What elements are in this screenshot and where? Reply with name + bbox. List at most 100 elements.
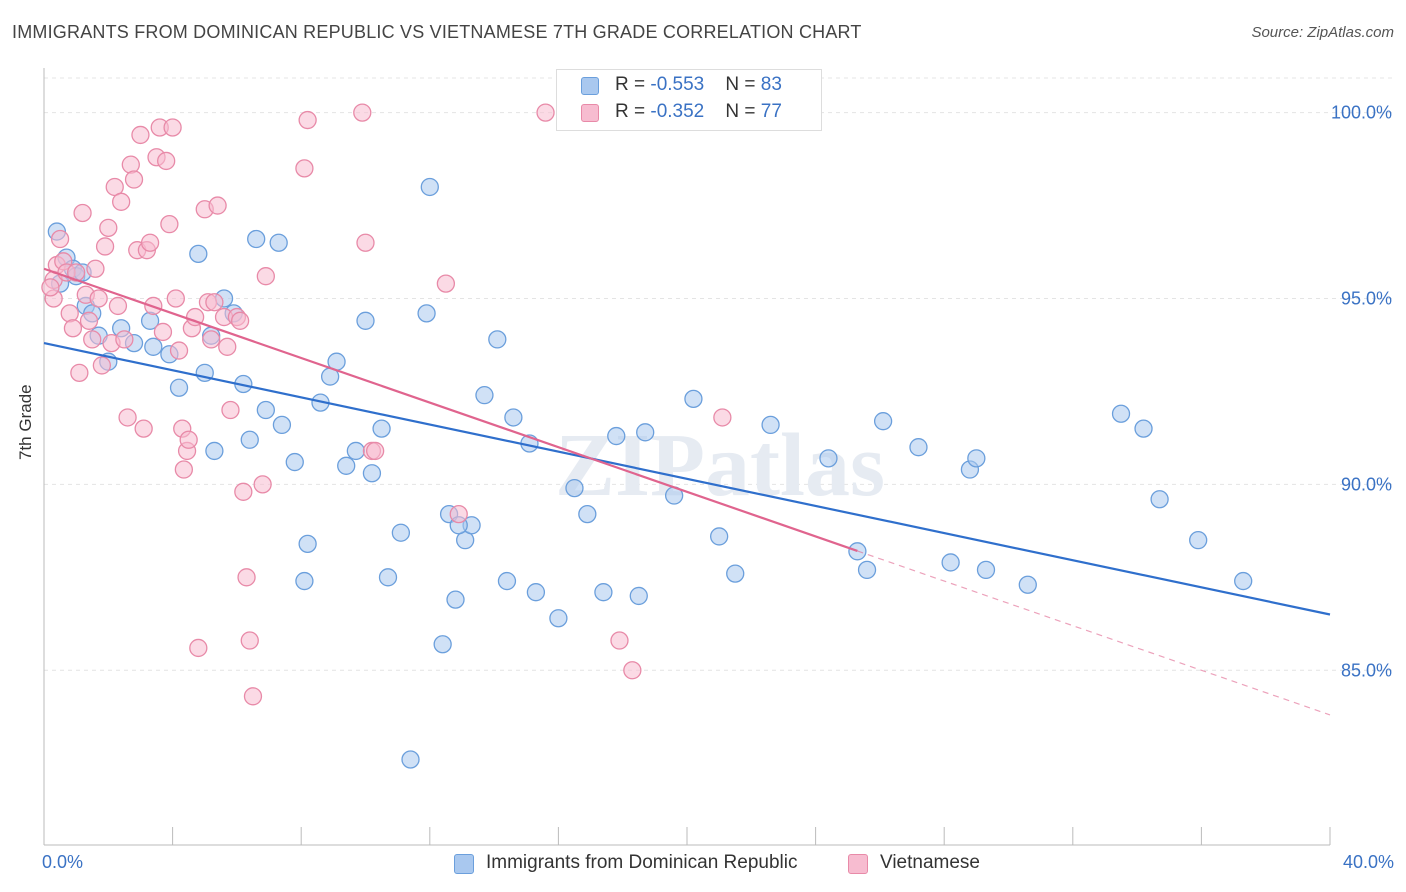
point-dominican: [857, 560, 877, 580]
point-vietnamese: [205, 293, 224, 312]
x-tick-label-max: 40.0%: [1342, 852, 1394, 872]
point-vietnamese: [118, 408, 137, 427]
point-vietnamese: [121, 155, 140, 174]
point-dominican: [710, 527, 729, 546]
legend-label-dominican: Immigrants from Dominican Republic: [486, 852, 798, 873]
point-vietnamese: [50, 229, 70, 249]
point-dominican: [761, 415, 780, 435]
stats-r-value: -0.352: [650, 101, 705, 122]
x-tick-label-min: 0.0%: [42, 852, 84, 872]
point-dominican: [417, 304, 436, 323]
point-vietnamese: [79, 311, 99, 330]
point-dominican: [1150, 490, 1169, 509]
point-dominican: [594, 583, 613, 602]
point-vietnamese: [108, 296, 128, 316]
point-vietnamese: [610, 631, 629, 650]
point-dominican: [372, 419, 391, 438]
point-dominican: [169, 378, 189, 397]
stats-r-label: R =: [615, 74, 651, 95]
point-vietnamese: [112, 192, 131, 211]
point-vietnamese: [174, 460, 194, 479]
point-dominican: [356, 311, 375, 330]
stats-swatch-vietnamese: [581, 104, 599, 122]
stats-n-label: N =: [725, 74, 761, 95]
point-dominican: [378, 568, 398, 587]
point-vietnamese: [208, 196, 227, 215]
point-vietnamese: [153, 322, 173, 342]
point-vietnamese: [157, 151, 176, 171]
stats-n-value: 77: [760, 101, 782, 122]
point-vietnamese: [256, 267, 275, 286]
point-vietnamese: [221, 400, 240, 420]
point-vietnamese: [295, 159, 314, 178]
point-dominican: [346, 441, 366, 461]
trendline-vietnamese: [43, 267, 858, 552]
point-vietnamese: [449, 504, 468, 524]
legend: Immigrants from Dominican Republic Vietn…: [0, 852, 1406, 878]
stats-n-label: N =: [725, 101, 761, 122]
point-vietnamese: [230, 311, 250, 330]
point-vietnamese: [99, 218, 118, 238]
chart-title: IMMIGRANTS FROM DOMINICAN REPUBLIC VS VI…: [12, 22, 862, 42]
point-vietnamese: [298, 110, 317, 130]
point-dominican: [488, 330, 507, 349]
point-dominican: [433, 635, 452, 654]
point-vietnamese: [131, 125, 150, 145]
point-vietnamese: [436, 274, 456, 293]
point-dominican: [504, 408, 523, 427]
point-dominican: [607, 426, 626, 446]
point-dominican: [256, 400, 275, 420]
point-vietnamese: [160, 214, 179, 234]
source-credit: Source: ZipAtlas.com: [1251, 24, 1394, 41]
legend-swatch-vietnamese: [848, 854, 868, 874]
point-dominican: [873, 412, 893, 431]
point-dominican: [247, 229, 266, 249]
point-vietnamese: [189, 638, 208, 658]
point-vietnamese: [202, 330, 221, 349]
point-vietnamese: [536, 103, 555, 122]
point-dominican: [295, 571, 314, 591]
point-dominican: [337, 456, 356, 475]
point-dominican: [1111, 404, 1131, 423]
legend-swatch-dominican: [454, 854, 474, 874]
point-dominican: [446, 590, 465, 609]
point-dominican: [941, 553, 960, 572]
point-vietnamese: [60, 304, 79, 323]
point-vietnamese: [92, 356, 112, 375]
point-vietnamese: [253, 475, 272, 494]
point-dominican: [272, 415, 292, 435]
point-vietnamese: [713, 408, 732, 427]
legend-label-vietnamese: Vietnamese: [880, 852, 980, 873]
point-vietnamese: [115, 330, 134, 349]
point-vietnamese: [89, 289, 108, 308]
point-dominican: [298, 534, 317, 554]
point-dominican: [976, 560, 996, 580]
point-dominican: [1018, 575, 1037, 594]
point-vietnamese: [83, 330, 102, 349]
y-axis-label: 7th Grade: [16, 384, 35, 460]
point-vietnamese: [356, 233, 375, 252]
trendline-vietnamese-extension: [857, 550, 1331, 716]
point-dominican: [475, 386, 494, 405]
point-vietnamese: [95, 237, 115, 256]
point-dominican: [1234, 571, 1253, 591]
point-dominican: [526, 583, 546, 602]
point-dominican: [285, 452, 304, 472]
watermark: ZIPatlas: [555, 416, 885, 515]
point-vietnamese: [63, 319, 83, 338]
point-dominican: [391, 523, 411, 542]
point-dominican: [240, 430, 259, 449]
stats-r-label: R =: [615, 101, 651, 122]
trendline-dominican: [43, 342, 1331, 616]
point-vietnamese: [134, 419, 153, 438]
point-dominican: [819, 449, 838, 468]
stats-n-value: 83: [760, 74, 782, 95]
point-vietnamese: [169, 341, 189, 360]
point-dominican: [497, 571, 517, 591]
y-tick-label: 90.0%: [1341, 474, 1392, 494]
point-dominican: [1189, 530, 1208, 550]
point-vietnamese: [353, 103, 372, 122]
point-dominican: [684, 389, 703, 409]
point-dominican: [1134, 419, 1153, 438]
